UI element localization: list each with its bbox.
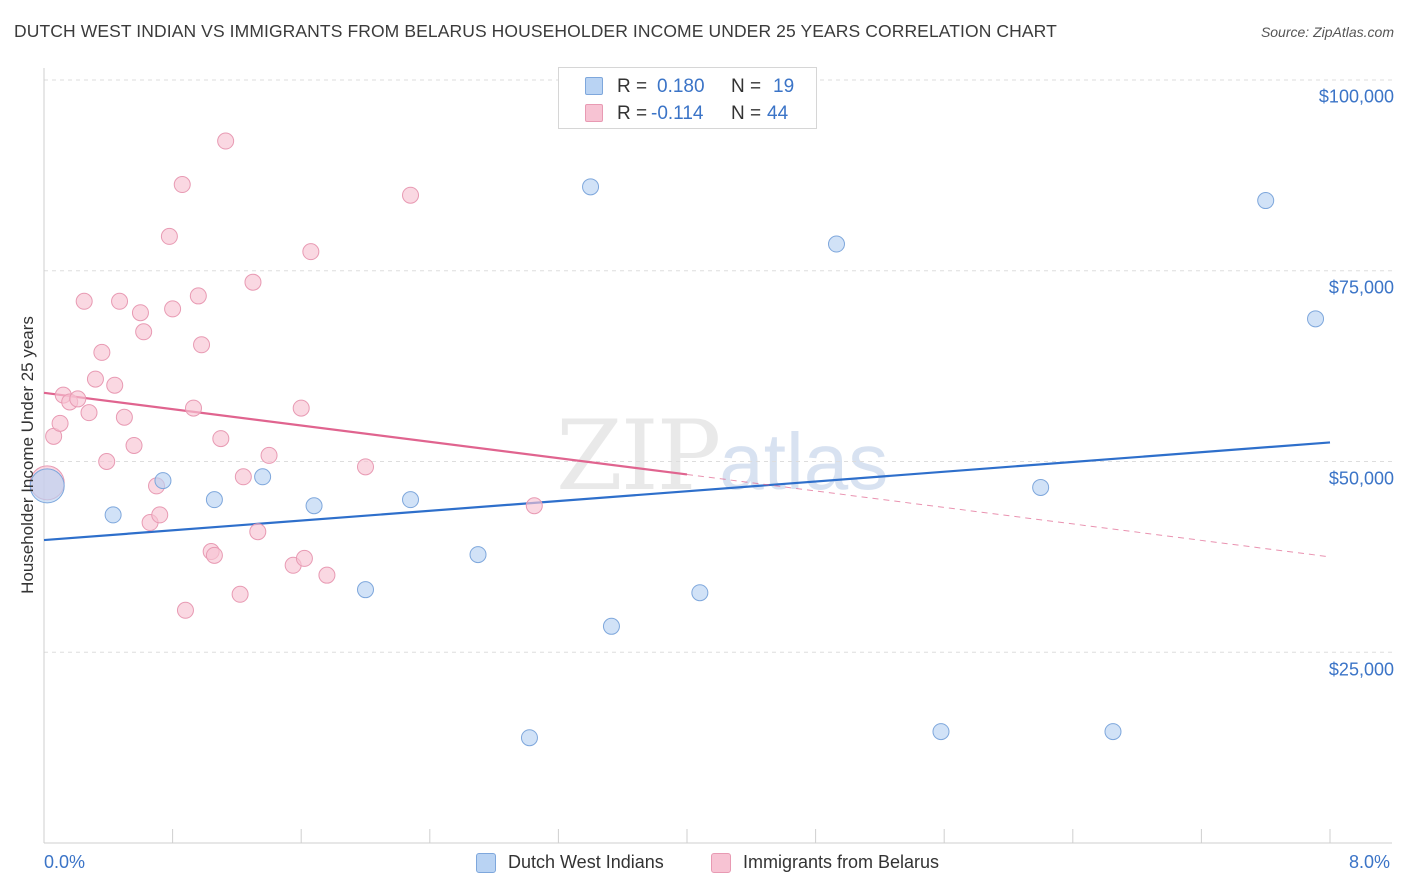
bottom-legend-swatch-pink	[711, 853, 731, 873]
legend-n-value: 19	[773, 76, 795, 97]
point-immigrants-from-belarus	[106, 376, 124, 394]
point-immigrants-from-belarus	[292, 399, 310, 417]
y-tick-25000: $25,000	[1328, 659, 1394, 680]
legend-n-label: N =	[731, 76, 762, 97]
grid-lines	[44, 79, 1392, 653]
data-points	[29, 132, 1325, 747]
point-dutch-west-indians	[827, 235, 845, 253]
point-immigrants-from-belarus	[295, 549, 313, 567]
point-immigrants-from-belarus	[525, 497, 543, 515]
bottom-legend-label: Immigrants from Belarus	[743, 852, 940, 872]
point-immigrants-from-belarus	[357, 458, 374, 476]
axes	[43, 68, 1392, 844]
point-dutch-west-indians	[602, 617, 620, 635]
x-tick-min: 0.0%	[44, 852, 86, 872]
point-immigrants-from-belarus	[80, 404, 98, 422]
y-tick-75000: $75,000	[1328, 277, 1394, 298]
point-immigrants-from-belarus	[205, 546, 223, 564]
x-tick-max: 8.0%	[1349, 852, 1391, 872]
point-dutch-west-indians	[357, 581, 374, 599]
point-immigrants-from-belarus	[75, 292, 93, 310]
point-dutch-west-indians	[1307, 310, 1325, 328]
source-label: Source: ZipAtlas.com	[1260, 24, 1394, 40]
point-immigrants-from-belarus	[217, 132, 235, 150]
trend-line-dutch-west-indians	[43, 441, 1331, 542]
point-immigrants-from-belarus	[173, 176, 191, 194]
legend-r-value: -0.114	[651, 103, 704, 124]
point-immigrants-from-belarus	[193, 336, 211, 354]
bottom-legend-dutch-west-indians: Dutch West Indians	[476, 851, 696, 875]
point-immigrants-from-belarus	[318, 566, 336, 584]
legend-swatch-pink	[585, 104, 603, 122]
bottom-legend-swatch-blue	[476, 853, 496, 873]
point-dutch-west-indians	[205, 491, 223, 509]
point-dutch-west-indians	[254, 468, 272, 486]
point-immigrants-from-belarus	[189, 287, 207, 305]
point-immigrants-from-belarus	[51, 414, 69, 432]
point-dutch-west-indians	[582, 178, 600, 196]
point-immigrants-from-belarus	[125, 436, 143, 454]
legend-r-label: R =	[617, 76, 648, 97]
y-tick-50000: $50,000	[1328, 468, 1394, 489]
point-immigrants-from-belarus	[244, 273, 262, 291]
point-immigrants-from-belarus	[184, 399, 202, 417]
point-dutch-west-indians	[520, 729, 538, 747]
point-immigrants-from-belarus	[234, 468, 252, 486]
legend-n-label: N =	[731, 103, 762, 124]
point-immigrants-from-belarus	[302, 243, 320, 261]
point-dutch-west-indians	[29, 468, 65, 504]
bottom-legend-immigrants-from-belarus: Immigrants from Belarus	[711, 851, 981, 875]
legend-swatch-blue	[585, 77, 603, 95]
point-immigrants-from-belarus	[160, 227, 178, 245]
point-immigrants-from-belarus	[86, 370, 104, 388]
legend-r-label: R =	[617, 103, 648, 124]
point-dutch-west-indians	[104, 506, 122, 524]
trend-line-immigrants-from-belarus-extension	[686, 473, 1331, 558]
point-dutch-west-indians	[691, 584, 709, 602]
point-dutch-west-indians	[932, 723, 950, 741]
point-immigrants-from-belarus	[115, 408, 133, 426]
point-immigrants-from-belarus	[402, 186, 420, 204]
point-dutch-west-indians	[402, 491, 420, 509]
point-immigrants-from-belarus	[151, 506, 169, 524]
trend-line-immigrants-from-belarus	[43, 391, 688, 476]
point-dutch-west-indians	[1104, 723, 1122, 741]
point-immigrants-from-belarus	[69, 390, 87, 408]
point-immigrants-from-belarus	[131, 304, 149, 322]
legend-r-value: 0.180	[657, 76, 705, 97]
point-dutch-west-indians	[1257, 192, 1275, 210]
point-immigrants-from-belarus	[135, 323, 153, 341]
point-dutch-west-indians	[305, 497, 323, 515]
point-dutch-west-indians	[154, 472, 172, 490]
point-immigrants-from-belarus	[212, 430, 230, 448]
y-tick-100000: $100,000	[1318, 86, 1394, 107]
point-dutch-west-indians	[1032, 478, 1050, 496]
chart-title: DUTCH WEST INDIAN VS IMMIGRANTS FROM BEL…	[14, 21, 1057, 41]
point-immigrants-from-belarus	[176, 601, 194, 619]
point-immigrants-from-belarus	[98, 453, 116, 470]
point-immigrants-from-belarus	[164, 300, 182, 318]
point-immigrants-from-belarus	[249, 523, 267, 541]
y-axis-label: Householder Income Under 25 years	[18, 316, 37, 594]
bottom-legend-label: Dutch West Indians	[508, 852, 664, 872]
point-immigrants-from-belarus	[111, 292, 129, 310]
point-immigrants-from-belarus	[260, 446, 278, 464]
legend-n-value: 44	[767, 103, 789, 124]
point-immigrants-from-belarus	[231, 585, 249, 603]
point-immigrants-from-belarus	[93, 343, 111, 361]
correlation-legend: R = 0.180 N = 19 R = -0.114 N = 44	[558, 67, 817, 129]
point-dutch-west-indians	[469, 546, 487, 564]
